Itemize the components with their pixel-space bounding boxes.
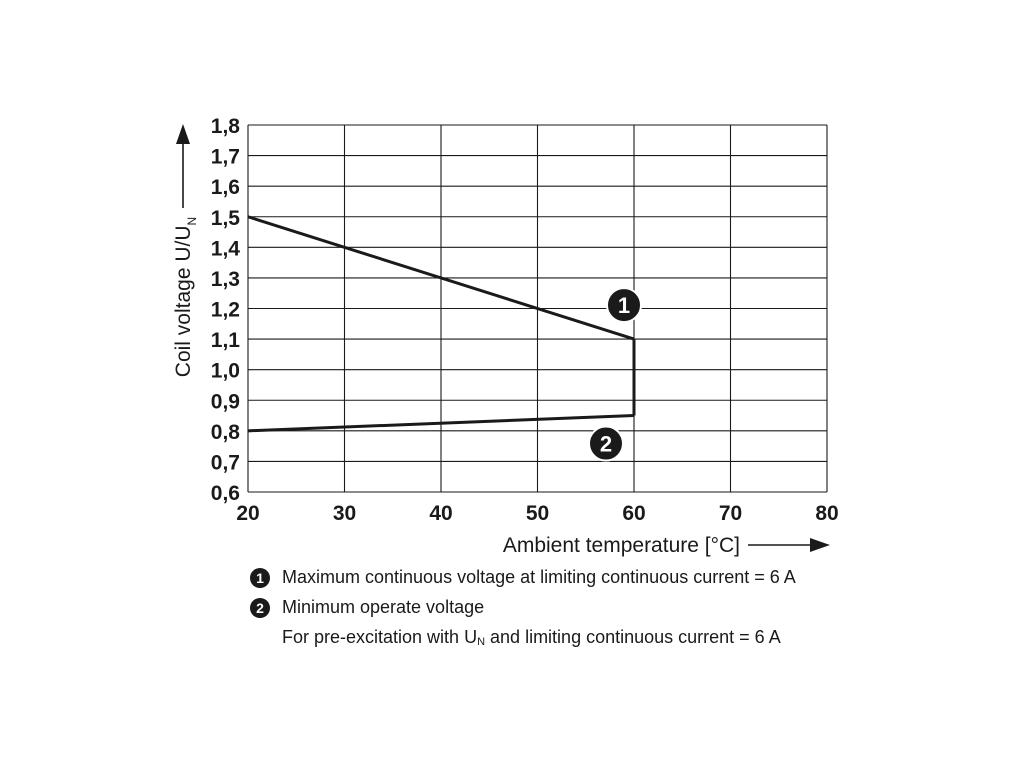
legend-note-text: For pre-excitation with UN and limiting … bbox=[282, 622, 781, 657]
data-lines bbox=[247, 215, 636, 433]
legend-text-1: Maximum continuous voltage at limiting c… bbox=[282, 567, 796, 587]
legend-note-subscript: N bbox=[477, 636, 486, 648]
x-tick-label: 40 bbox=[429, 502, 452, 525]
x-tick-label: 80 bbox=[815, 502, 838, 525]
x-tick-label: 20 bbox=[236, 502, 259, 525]
y-axis-title-main: Coil voltage U/U bbox=[172, 225, 195, 377]
series-line-1 bbox=[247, 215, 635, 341]
y-tick-label: 0,8 bbox=[211, 421, 241, 444]
series-markers: 12 bbox=[588, 287, 642, 462]
x-tick-label: 60 bbox=[622, 502, 645, 525]
legend-note-before: For pre-excitation with U bbox=[282, 627, 478, 647]
y-tick-label: 1,3 bbox=[211, 268, 240, 291]
legend-note-after: and limiting continuous current = 6 A bbox=[485, 627, 781, 647]
series-marker-circle bbox=[606, 287, 642, 324]
x-tick-labels: 20 30 40 50 60 70 80 bbox=[236, 502, 838, 525]
y-axis-arrow bbox=[176, 124, 190, 208]
y-tick-label: 0,7 bbox=[211, 451, 240, 474]
y-tick-label: 1,6 bbox=[211, 176, 240, 199]
x-tick-label: 50 bbox=[526, 502, 549, 525]
series-marker-2: 2 bbox=[588, 425, 624, 462]
y-tick-label: 1,7 bbox=[211, 146, 240, 169]
series-line-2 bbox=[247, 414, 635, 433]
y-tick-labels: 0,6 0,7 0,8 0,9 1,0 1,1 1,2 1,3 1,4 1,5 1,6 1,7 1,8 bbox=[211, 115, 241, 505]
legend-badge-1: 1 bbox=[250, 568, 270, 588]
y-tick-label: 1,1 bbox=[211, 329, 241, 352]
legend-text-2: Minimum operate voltage bbox=[282, 597, 485, 617]
y-tick-label: 0,9 bbox=[211, 390, 240, 413]
series-marker-label: 2 bbox=[600, 432, 612, 457]
series-marker-circle bbox=[588, 425, 624, 462]
y-tick-label: 1,0 bbox=[211, 360, 240, 383]
x-tick-label: 70 bbox=[719, 502, 742, 525]
y-tick-label: 1,4 bbox=[211, 237, 241, 260]
legend-badge-2: 2 bbox=[250, 598, 270, 618]
x-axis-title: Ambient temperature [°C] bbox=[503, 534, 740, 557]
y-tick-label: 1,8 bbox=[211, 115, 241, 138]
y-tick-label: 1,2 bbox=[211, 299, 240, 322]
series-marker-label: 1 bbox=[618, 293, 630, 318]
x-tick-label: 30 bbox=[333, 502, 356, 525]
y-tick-label: 0,6 bbox=[211, 482, 240, 505]
y-axis-title-subscript: N bbox=[185, 217, 199, 226]
y-axis-title: Coil voltage U/UN bbox=[172, 217, 199, 377]
series-marker-1: 1 bbox=[606, 287, 642, 324]
y-tick-label: 1,5 bbox=[211, 207, 241, 230]
x-axis-arrow bbox=[748, 538, 830, 552]
